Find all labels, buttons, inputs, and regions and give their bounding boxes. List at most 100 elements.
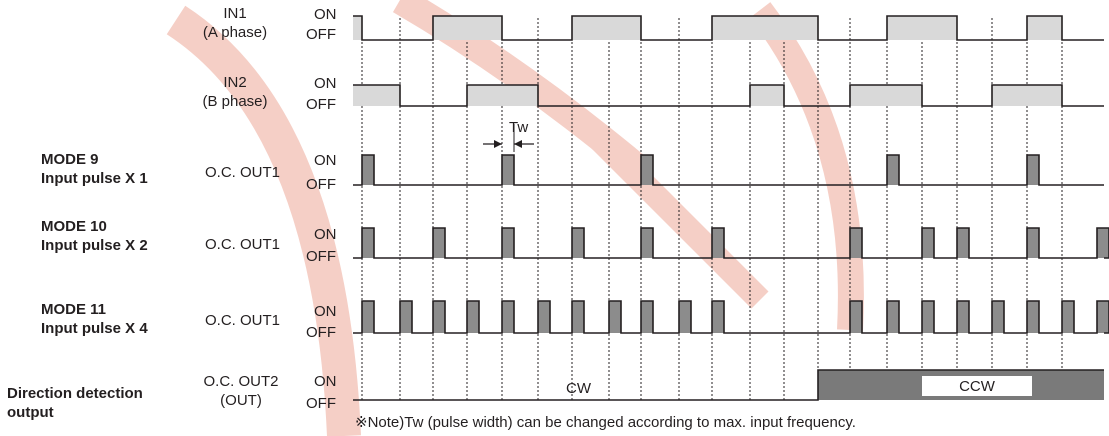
output-pulse xyxy=(433,301,445,333)
output-pulse xyxy=(609,301,621,333)
in2-off-label: OFF xyxy=(306,96,336,113)
output-pulse xyxy=(887,155,899,185)
output-pulse xyxy=(1097,228,1109,258)
pulse-shade xyxy=(712,16,818,40)
ccw-label-box xyxy=(922,376,1032,396)
tw-arrowhead xyxy=(514,140,522,148)
watermark-logo xyxy=(166,0,864,436)
output-pulse xyxy=(502,301,514,333)
mode10-off-label: OFF xyxy=(306,248,336,265)
in2-waveform xyxy=(353,84,1104,107)
mode9-waveform xyxy=(353,154,1104,186)
in1-off-label: OFF xyxy=(306,26,336,43)
wave-line xyxy=(353,369,1104,401)
output-pulse xyxy=(641,228,653,258)
output-pulse xyxy=(502,228,514,258)
output-pulse xyxy=(850,228,862,258)
tw-arrowhead xyxy=(494,140,502,148)
pulse-shade xyxy=(850,85,922,106)
mode11-waveform xyxy=(353,300,1109,334)
output-pulse xyxy=(1027,228,1039,258)
output-pulse xyxy=(362,155,374,185)
mode10-title: MODE 10 xyxy=(41,218,107,235)
output-pulse xyxy=(502,155,514,185)
direction-title: Direction detection xyxy=(7,385,143,402)
direction-on-label: ON xyxy=(314,373,337,390)
output-pulse xyxy=(1027,301,1039,333)
output-pulse xyxy=(1062,301,1074,333)
wave-line xyxy=(353,154,1104,186)
mode11-on-label: ON xyxy=(314,303,337,320)
in1-on-label: ON xyxy=(314,6,337,23)
pulse-shade xyxy=(433,16,502,40)
output-pulse xyxy=(362,301,374,333)
watermark-stroke xyxy=(591,131,769,309)
mode11-signal: O.C. OUT1 xyxy=(205,312,281,329)
tw-label: Tw xyxy=(509,119,529,136)
in1-waveform xyxy=(353,15,1104,41)
output-pulse xyxy=(572,228,584,258)
cw-label: CW xyxy=(566,380,591,397)
in1-name: IN1 xyxy=(223,5,247,22)
output-pulse xyxy=(850,301,862,333)
output-pulse xyxy=(712,301,724,333)
output-pulse xyxy=(957,228,969,258)
direction-signal-sub: (OUT) xyxy=(220,392,262,409)
wave-line xyxy=(353,84,1104,107)
output-pulse xyxy=(467,301,479,333)
in2-name: IN2 xyxy=(223,74,247,91)
watermark-stroke xyxy=(749,2,864,331)
pulse-shade xyxy=(1027,16,1062,40)
mode10-desc: Input pulse X 2 xyxy=(41,237,148,254)
output-pulse xyxy=(641,301,653,333)
mode10-on-label: ON xyxy=(314,226,337,243)
mode10-signal: O.C. OUT1 xyxy=(205,236,281,253)
wave-line xyxy=(353,227,1109,259)
in1-sub: (A phase) xyxy=(202,24,268,41)
in2-sub: (B phase) xyxy=(202,93,268,110)
waveforms xyxy=(353,15,1109,401)
pulse-shade xyxy=(887,16,957,40)
output-pulse xyxy=(1097,301,1109,333)
pulse-shade xyxy=(353,16,362,40)
mode11-off-label: OFF xyxy=(306,324,336,341)
direction-off-label: OFF xyxy=(306,395,336,412)
watermark-stroke xyxy=(166,5,361,436)
mode9-off-label: OFF xyxy=(306,176,336,193)
output-pulse xyxy=(400,301,412,333)
output-pulse xyxy=(1027,155,1039,185)
pulse-shade xyxy=(353,85,400,106)
wave-line xyxy=(353,300,1109,334)
output-pulse xyxy=(679,301,691,333)
pulse-shade xyxy=(467,85,538,106)
pulse-shade xyxy=(572,16,641,40)
wave-line xyxy=(353,15,1104,41)
output-pulse xyxy=(362,228,374,258)
mode9-desc: Input pulse X 1 xyxy=(41,170,148,187)
footnote: ※Note)Tw (pulse width) can be changed ac… xyxy=(355,414,856,431)
ccw-label: CCW xyxy=(959,378,995,395)
mode9-title: MODE 9 xyxy=(41,151,99,168)
output-pulse xyxy=(887,301,899,333)
output-pulse xyxy=(572,301,584,333)
mode10-waveform xyxy=(353,227,1109,259)
output-pulse xyxy=(922,228,934,258)
direction-signal: O.C. OUT2 xyxy=(203,373,279,390)
mode11-desc: Input pulse X 4 xyxy=(41,320,148,337)
mode9-signal: O.C. OUT1 xyxy=(205,164,281,181)
in2-on-label: ON xyxy=(314,75,337,92)
output-pulse xyxy=(433,228,445,258)
pulse-shade xyxy=(750,85,784,106)
direction-desc: output xyxy=(7,404,54,421)
pulse-shade xyxy=(992,85,1062,106)
output-pulse xyxy=(992,301,1004,333)
mode9-on-label: ON xyxy=(314,152,337,169)
mode11-title: MODE 11 xyxy=(41,301,107,318)
output-pulse xyxy=(957,301,969,333)
timing-guide-lines xyxy=(361,18,1063,402)
output-pulse xyxy=(641,155,653,185)
output-pulse xyxy=(922,301,934,333)
output-pulse xyxy=(538,301,550,333)
